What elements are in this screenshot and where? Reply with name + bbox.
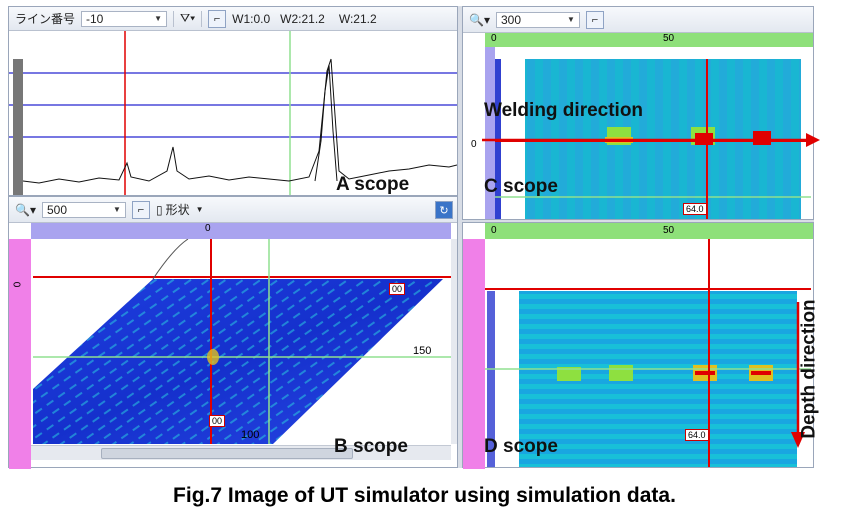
chevron-down-icon: ▼ — [113, 204, 121, 214]
c-zoom-value: 300 — [500, 12, 521, 27]
d-scope-panel: 0 50 64.0 — [462, 222, 814, 469]
shape-menu[interactable]: 形状 — [165, 203, 190, 217]
b-mid-tick: 150 — [413, 345, 432, 357]
gate-icon[interactable]: ⌐ — [208, 9, 227, 28]
b-left-zero-label: 0 — [10, 281, 22, 288]
c-left-ruler — [485, 47, 495, 219]
c-top-ruler — [485, 33, 813, 47]
d-scope-label: D scope — [484, 436, 558, 457]
refresh-icon[interactable]: ↻ — [435, 201, 453, 219]
b-bottom-small-badge: 00 — [209, 415, 226, 427]
d-bottom-badge: 64.0 — [685, 429, 709, 441]
d-ruler-tick-label: 50 — [663, 225, 675, 236]
chevron-down-icon: ▼ — [567, 14, 575, 24]
zoom-icon[interactable]: 🔍▾ — [15, 202, 36, 217]
w2-readout: W2:21.2 — [280, 11, 325, 26]
shape-icon[interactable]: ▯ — [155, 202, 163, 217]
depth-direction-label: Depth direction — [798, 299, 820, 439]
b-scope-panel: 🔍▾ 500 ▼ ⌐ ▯ 形状 ▼ ↻ 0 0 — [8, 196, 458, 469]
b-scope-label: B scope — [334, 436, 408, 457]
b-scope-image — [33, 239, 451, 444]
chevron-down-icon: ▼ — [154, 13, 163, 23]
d-ruler-zero-label: 0 — [491, 225, 497, 236]
c-ruler-tick-label: 50 — [663, 33, 675, 44]
welding-direction-arrow — [482, 133, 820, 147]
line-number-select[interactable]: -10 ▼ — [81, 10, 168, 27]
toolbar-separator — [201, 10, 203, 27]
c-scope-toolbar: 🔍▾ 300 ▼ ⌐ — [463, 7, 813, 33]
a-scope-label: A scope — [336, 174, 410, 195]
d-left-ruler — [463, 239, 485, 469]
d-top-ruler — [485, 223, 813, 239]
b-top-badge: 00 — [389, 283, 406, 295]
c-ruler-zero-label: 0 — [491, 33, 497, 44]
b-horizontal-scrollbar[interactable] — [31, 445, 451, 460]
b-ruler-zero-label: 0 — [205, 223, 211, 234]
b-left-ruler — [9, 239, 31, 469]
b-scope-toolbar: 🔍▾ 500 ▼ ⌐ ▯ 形状 ▼ ↻ — [9, 197, 457, 223]
a-scope-panel: ライン番号 -10 ▼ ⛛▾ ⌐ W1:0.0 W2:21.2 W:21.2 — [8, 6, 458, 196]
b-zoom-value: 500 — [46, 202, 67, 217]
toolbar-separator — [173, 10, 175, 27]
depth-direction-arrow — [791, 302, 805, 448]
b-top-ruler — [31, 223, 451, 239]
b-zoom-select[interactable]: 500 ▼ — [41, 201, 126, 218]
c-bottom-badge: 64.0 — [683, 203, 707, 215]
gate-icon[interactable]: ⌐ — [585, 10, 604, 29]
zoom-icon[interactable]: 🔍▾ — [469, 12, 490, 27]
a-scope-toolbar: ライン番号 -10 ▼ ⛛▾ ⌐ W1:0.0 W2:21.2 W:21.2 — [9, 7, 457, 31]
gate-icon[interactable]: ⌐ — [131, 200, 150, 219]
filter-icon[interactable]: ⛛▾ — [180, 11, 196, 25]
chevron-down-icon: ▼ — [195, 205, 204, 214]
b-vertical-scrollbar[interactable] — [451, 239, 457, 444]
c-scope-label: C scope — [484, 176, 558, 197]
c-zoom-select[interactable]: 300 ▼ — [495, 11, 580, 28]
d-scope-image — [485, 239, 811, 467]
w-readout: W:21.2 — [338, 11, 377, 26]
welding-direction-label: Welding direction — [484, 100, 644, 121]
line-number-label: ライン番号 — [15, 12, 76, 26]
c-left-zero-label: 0 — [471, 139, 477, 150]
b-bottom-tick: 100 — [241, 429, 260, 441]
line-number-value: -10 — [86, 11, 104, 26]
w1-readout: W1:0.0 — [232, 11, 271, 26]
figure-caption: Fig.7 Image of UT simulator using simula… — [173, 484, 676, 507]
b-scroll-thumb[interactable] — [101, 448, 353, 459]
a-scope-waveform — [9, 31, 457, 195]
